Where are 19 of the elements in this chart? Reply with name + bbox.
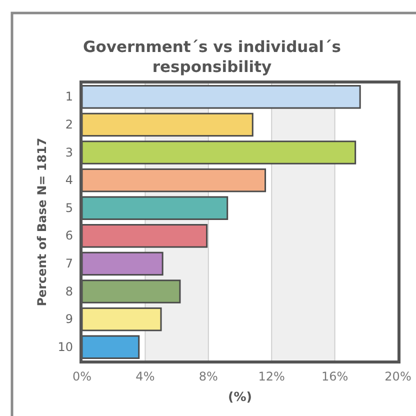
y-tick-label: 10: [58, 340, 73, 354]
x-tick-label: 8%: [198, 370, 218, 384]
y-tick-label: 4: [65, 173, 73, 188]
x-axis-title: (%): [228, 389, 252, 404]
y-tick-label: 9: [65, 312, 73, 326]
y-tick-label: 3: [65, 145, 73, 160]
y-tick-label: 7: [65, 256, 73, 271]
y-axis-title: Percent of Base N= 1817: [35, 138, 49, 306]
x-tick-label: 20%: [384, 370, 412, 384]
y-tick-label: 8: [65, 284, 73, 298]
x-tick-label: 0%: [72, 370, 92, 384]
y-tick-label: 5: [65, 200, 73, 215]
y-tick-label: 2: [65, 118, 73, 132]
y-tick-label: 6: [65, 228, 73, 243]
y-tick-label: 1: [65, 90, 73, 104]
x-tick-label: 16%: [321, 370, 348, 384]
x-tick-label: 4%: [136, 370, 155, 384]
chart-title: Government´s vs individual´s responsibility: [83, 38, 341, 76]
x-tick-label: 12%: [258, 370, 285, 384]
